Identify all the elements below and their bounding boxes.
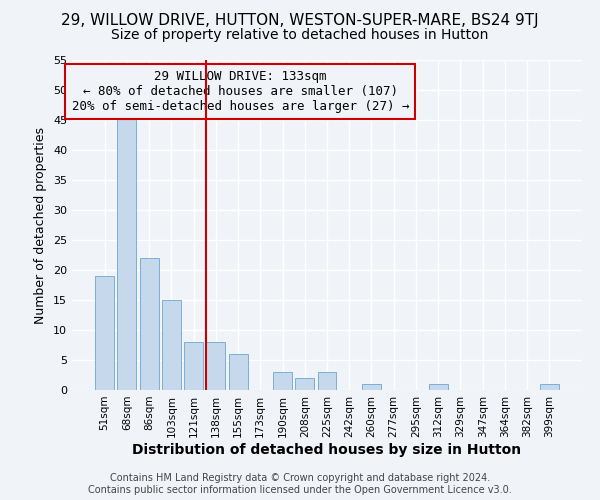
Bar (118, 114, 136, 390)
Text: 29 WILLOW DRIVE: 133sqm
← 80% of detached houses are smaller (107)
20% of semi-d: 29 WILLOW DRIVE: 133sqm ← 80% of detache… (71, 70, 409, 113)
Text: Contains HM Land Registry data © Crown copyright and database right 2024.
Contai: Contains HM Land Registry data © Crown c… (88, 474, 512, 495)
Text: 29, WILLOW DRIVE, HUTTON, WESTON-SUPER-MARE, BS24 9TJ: 29, WILLOW DRIVE, HUTTON, WESTON-SUPER-M… (61, 12, 539, 28)
Bar (429, 384, 448, 390)
X-axis label: Distribution of detached houses by size in Hutton: Distribution of detached houses by size … (133, 442, 521, 456)
Bar (162, 300, 181, 390)
Bar (540, 384, 559, 390)
Bar (295, 378, 314, 390)
Text: Size of property relative to detached houses in Hutton: Size of property relative to detached ho… (112, 28, 488, 42)
Bar (95, 276, 114, 390)
Bar (140, 258, 158, 390)
Bar (206, 342, 225, 390)
Bar (229, 354, 248, 390)
Bar (362, 384, 381, 390)
Bar (273, 372, 292, 390)
Bar (317, 372, 337, 390)
Y-axis label: Number of detached properties: Number of detached properties (34, 126, 47, 324)
Bar (184, 342, 203, 390)
